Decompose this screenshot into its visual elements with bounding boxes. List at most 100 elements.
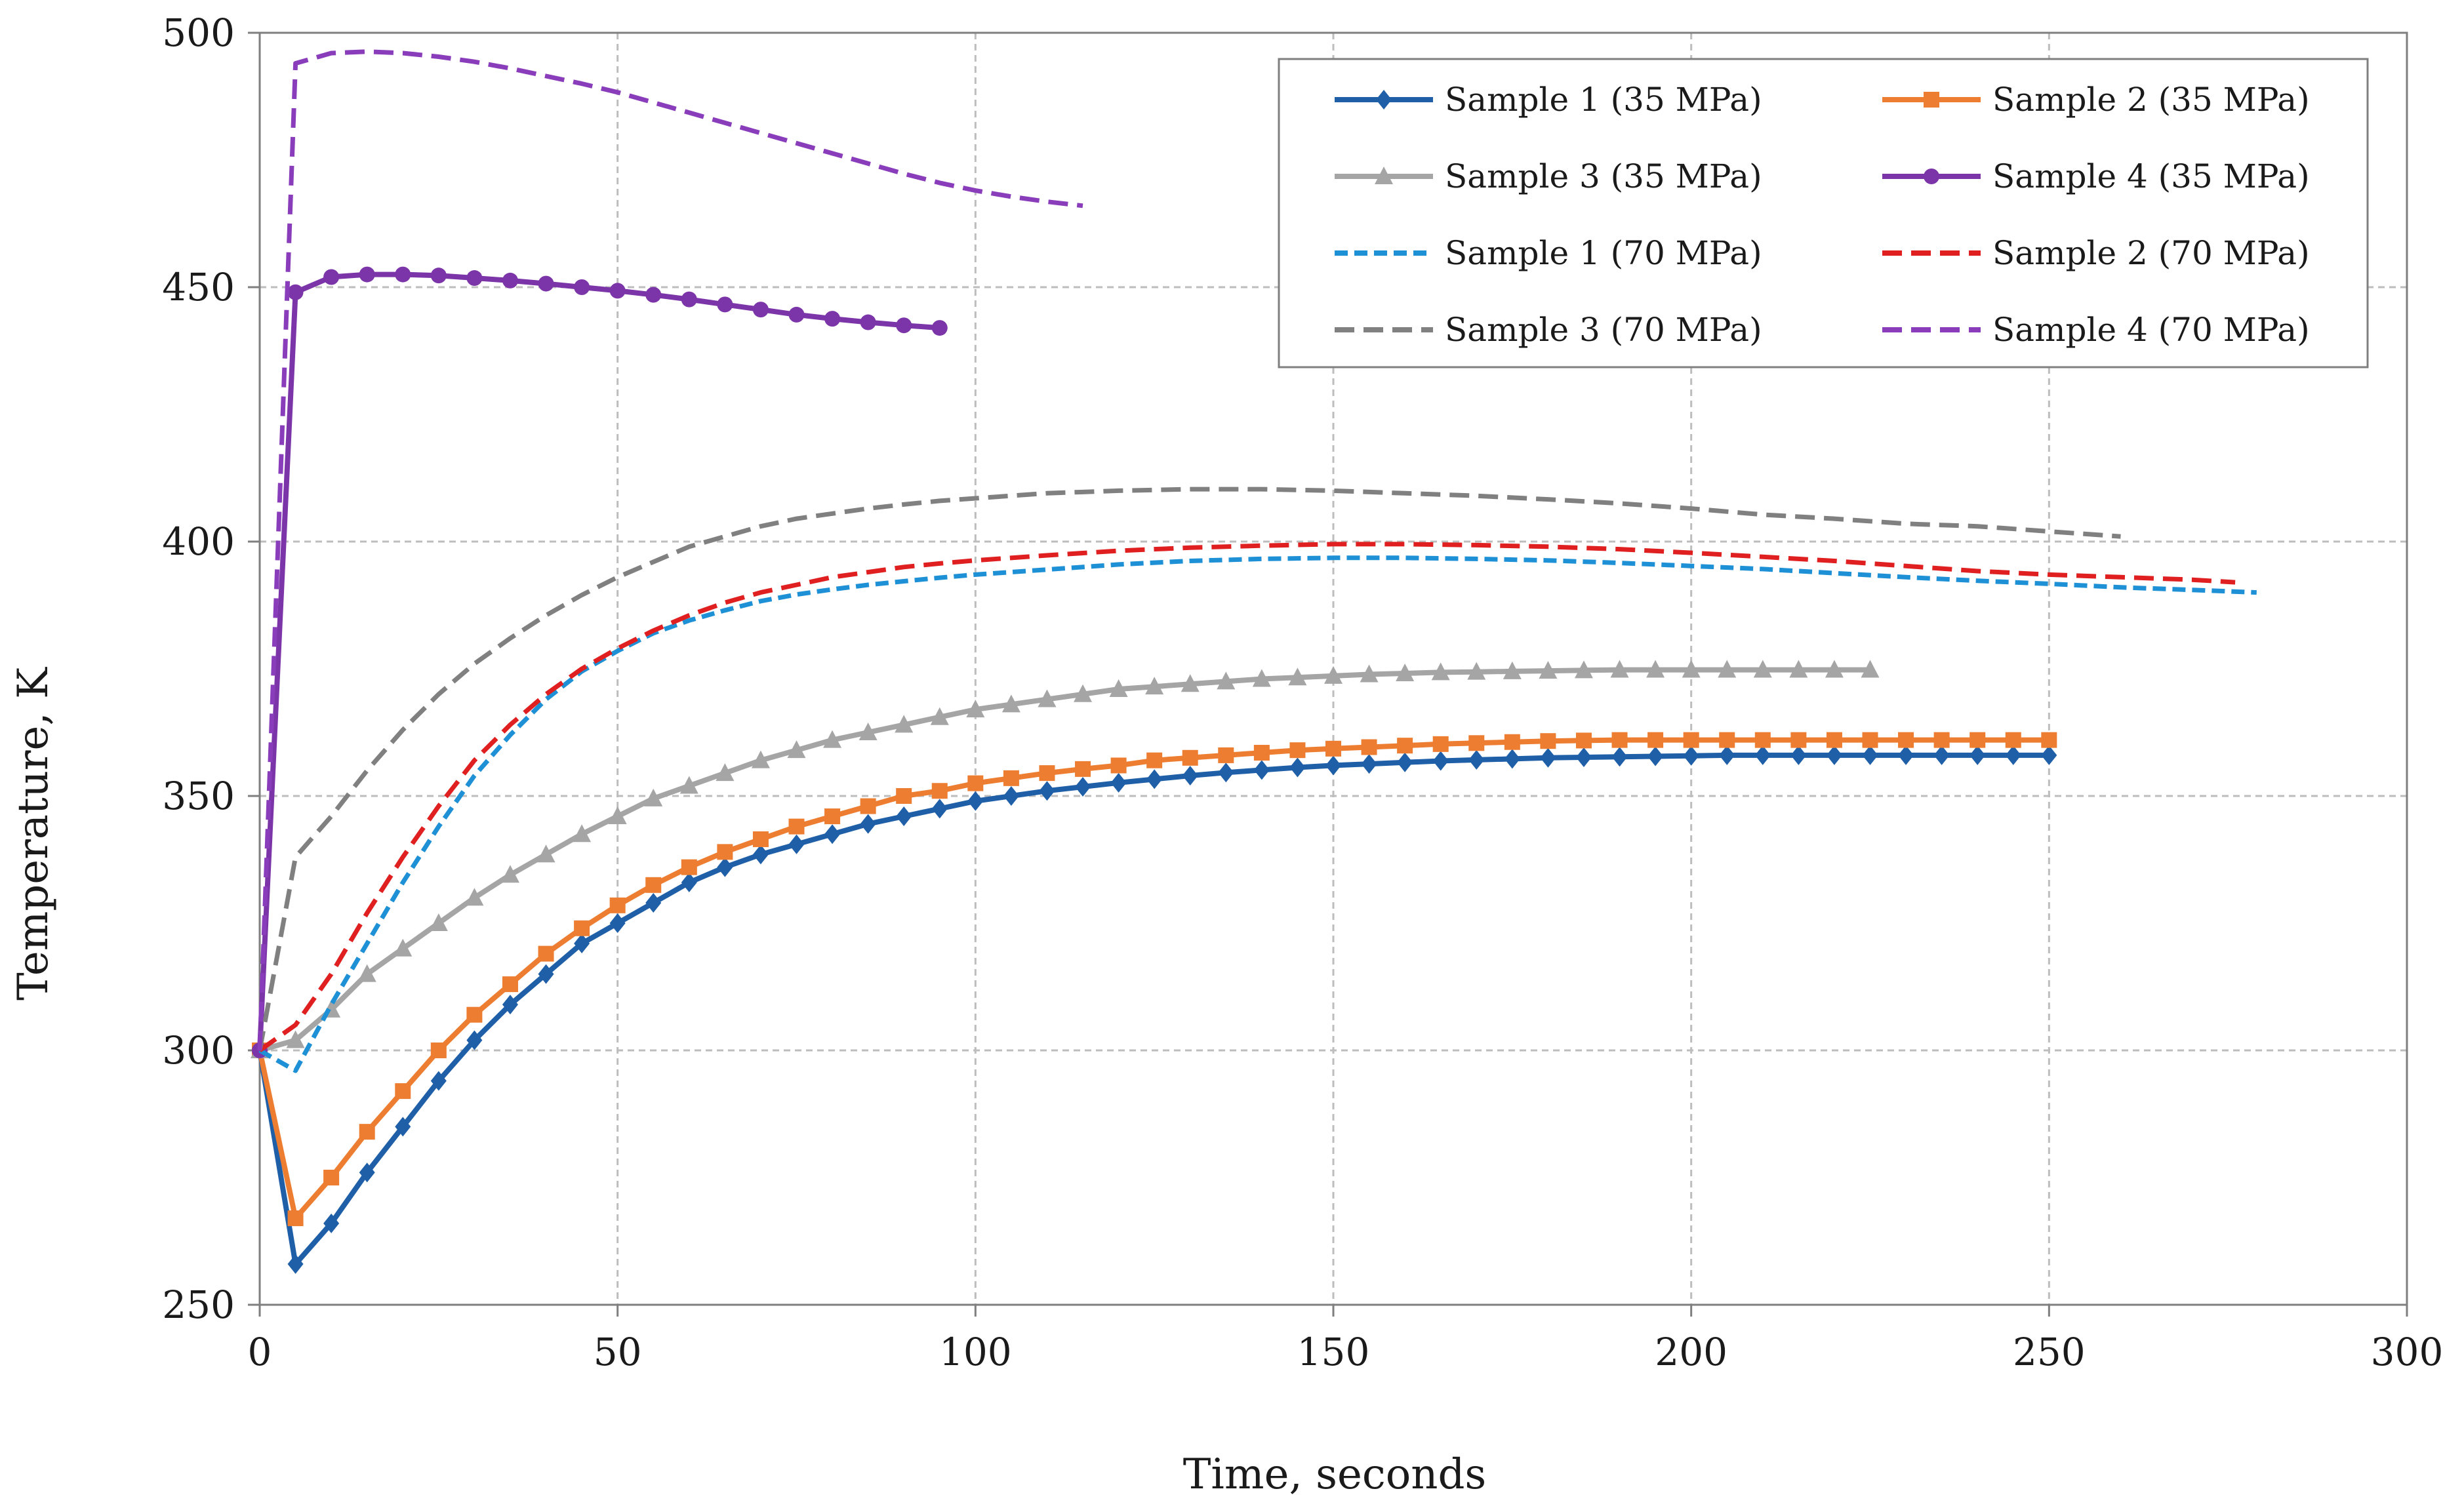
data-point: [323, 1213, 340, 1233]
data-point: [1790, 745, 1807, 765]
data-point: [1646, 660, 1665, 678]
data-point: [1718, 660, 1737, 678]
legend-marker: [1924, 92, 1939, 108]
legend-item-sample-4-70-mpa: Sample 4 (70 MPa): [1882, 311, 2310, 349]
data-point: [858, 723, 878, 740]
data-point: [1540, 747, 1556, 768]
data-point: [1575, 732, 1592, 749]
data-point: [681, 872, 697, 892]
data-point: [538, 964, 554, 984]
data-point: [2005, 745, 2021, 765]
legend-label: Sample 4 (70 MPa): [1992, 311, 2310, 349]
data-point: [752, 844, 769, 865]
data-point: [1039, 765, 1055, 782]
data-point: [287, 284, 304, 300]
series-line-sample-3-70-mpa: [257, 487, 2121, 1051]
data-point: [1289, 742, 1306, 759]
data-point: [1575, 747, 1592, 768]
data-point: [1397, 752, 1413, 772]
data-point: [1289, 757, 1306, 778]
y-axis-title: Temperature, K: [9, 667, 58, 1001]
series-sample-3-70-mpa: [257, 487, 2121, 1051]
data-point: [1468, 749, 1485, 770]
data-point: [608, 806, 627, 825]
data-point: [1075, 777, 1091, 797]
series-sample-3-35-mpa: [251, 660, 1880, 1058]
x-tick-label: 50: [594, 1330, 642, 1374]
data-point: [860, 814, 876, 834]
legend-marker: [1924, 169, 1939, 184]
data-point: [1431, 662, 1450, 681]
data-point: [931, 799, 948, 819]
data-point: [1253, 760, 1270, 780]
legend-label: Sample 1 (70 MPa): [1445, 234, 1762, 272]
data-point: [1075, 761, 1091, 777]
data-point: [1432, 736, 1449, 752]
data-point: [1969, 745, 1986, 765]
y-tick-label: 300: [162, 1028, 235, 1073]
data-point: [1683, 732, 1699, 748]
data-point: [1324, 666, 1343, 684]
data-point: [1182, 765, 1198, 785]
data-point: [1503, 661, 1522, 679]
data-point: [430, 1043, 447, 1058]
data-point: [286, 1030, 305, 1048]
data-point: [1504, 749, 1520, 769]
data-point: [394, 938, 413, 957]
data-point: [465, 888, 484, 906]
data-point: [323, 269, 340, 285]
data-point: [536, 844, 555, 863]
data-point: [788, 306, 805, 323]
data-point: [717, 296, 733, 313]
data-point: [1396, 663, 1415, 681]
data-point: [429, 913, 448, 931]
series-line-sample-4-70-mpa: [257, 49, 1083, 1051]
data-point: [1361, 754, 1377, 774]
data-point: [1647, 746, 1664, 766]
data-point: [788, 834, 805, 854]
legend-item-sample-3-70-mpa: Sample 3 (70 MPa): [1335, 311, 1762, 349]
data-point: [1397, 738, 1413, 754]
legend-box: [1278, 58, 2369, 368]
x-tick-label: 150: [1297, 1330, 1370, 1374]
legend-label: Sample 4 (35 MPa): [1992, 157, 2310, 195]
x-tick-label: 0: [248, 1330, 272, 1374]
data-point: [573, 824, 592, 843]
data-point: [430, 1071, 447, 1091]
data-point: [466, 270, 483, 287]
data-point: [357, 964, 376, 982]
series-sample-2-70-mpa: [258, 542, 2236, 1052]
data-point: [1038, 689, 1057, 707]
data-point: [323, 1170, 340, 1185]
x-tick-label: 200: [1655, 1330, 1727, 1374]
data-point: [1825, 660, 1844, 678]
data-point: [1826, 732, 1842, 748]
data-point: [1933, 745, 1950, 765]
legend-label: Sample 2 (70 MPa): [1992, 234, 2310, 272]
data-point: [1181, 674, 1200, 692]
data-point: [1933, 732, 1950, 748]
data-point: [966, 700, 985, 718]
data-point: [1861, 660, 1880, 678]
data-point: [823, 730, 842, 748]
data-point: [1969, 732, 1986, 748]
data-point: [1468, 735, 1485, 751]
legend: Sample 1 (35 MPa) Sample 2 (35 MPa) Sample…: [1278, 58, 2369, 368]
data-point: [1003, 786, 1019, 806]
data-point: [1540, 733, 1556, 749]
data-point: [538, 275, 554, 292]
series-sample-2-35-mpa: [252, 732, 2057, 1227]
data-point: [1789, 660, 1808, 678]
data-point: [1898, 745, 1914, 765]
y-tick-label: 500: [162, 10, 235, 55]
data-point: [896, 788, 912, 804]
data-point: [1146, 769, 1163, 789]
data-point: [717, 844, 733, 860]
data-point: [860, 798, 876, 814]
data-point: [1753, 660, 1772, 678]
data-point: [1110, 757, 1127, 774]
x-tick-label: 250: [2013, 1330, 2086, 1374]
data-point: [1826, 745, 1842, 765]
data-point: [1217, 671, 1236, 690]
